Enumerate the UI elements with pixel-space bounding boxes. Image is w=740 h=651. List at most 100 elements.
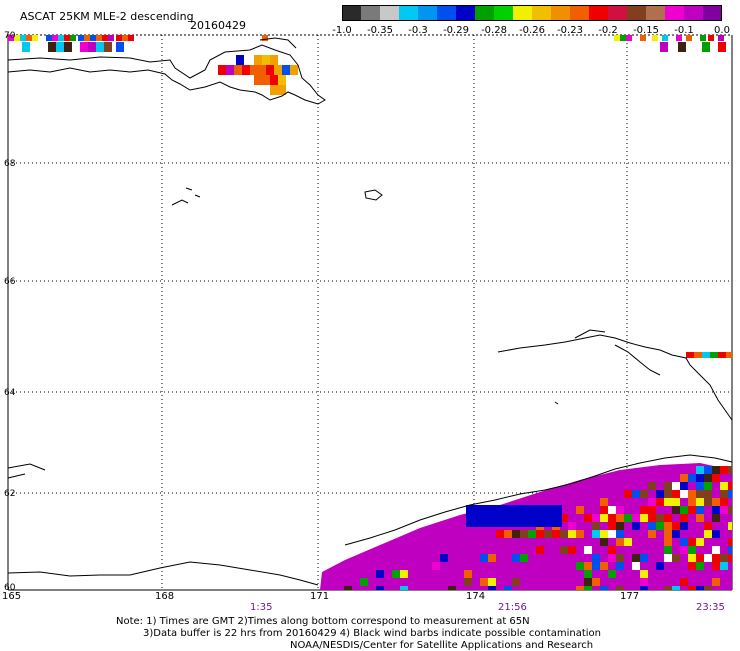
swath-cell xyxy=(704,466,712,474)
swath-cell xyxy=(672,554,680,562)
footer-note-2: 3)Data buffer is 22 hrs from 20160429 4)… xyxy=(143,628,601,639)
swath-cell xyxy=(672,482,680,490)
swath-cell xyxy=(712,466,720,474)
swath-cell xyxy=(712,514,720,522)
swath-cell xyxy=(704,506,712,514)
swath-cell xyxy=(656,538,664,546)
swath-cell xyxy=(648,514,656,522)
swath-cell xyxy=(592,530,600,538)
colorbar-cell xyxy=(380,5,399,21)
swath-cell xyxy=(680,506,688,514)
swath-cell xyxy=(656,490,664,498)
swath-cell xyxy=(608,522,616,530)
lat-label-68: 68 xyxy=(4,159,16,169)
swath-cell xyxy=(624,514,632,522)
swath-cell xyxy=(704,586,712,590)
swath-cell xyxy=(720,506,728,514)
swath-cell xyxy=(512,554,520,562)
swath-top-right xyxy=(614,35,726,52)
swath-cell xyxy=(728,490,732,498)
swath-cell xyxy=(376,570,384,578)
swath-cell xyxy=(568,546,576,554)
swath-cell xyxy=(648,482,656,490)
swath-cell xyxy=(664,586,672,590)
swath-cell xyxy=(672,586,680,590)
swath-cell xyxy=(360,578,368,586)
colorbar-tick-label: -0.26 xyxy=(519,25,545,36)
swath-cell xyxy=(656,514,664,522)
swath-cell xyxy=(688,562,696,570)
swath-cell xyxy=(720,498,728,506)
swath-cell xyxy=(696,498,704,506)
swath-cell xyxy=(648,522,656,530)
swath-cell xyxy=(672,474,680,482)
colorbar-cell xyxy=(361,5,380,21)
swath-cell xyxy=(680,514,688,522)
swath-cell xyxy=(520,530,528,538)
colorbar-cell xyxy=(627,5,646,21)
swath-cell xyxy=(584,578,592,586)
swath-cell xyxy=(592,562,600,570)
swath-cell xyxy=(576,586,584,590)
swath-cell xyxy=(608,498,616,506)
swath-cell xyxy=(632,490,640,498)
swath-cell xyxy=(720,554,728,562)
swath-main-mosaic xyxy=(344,466,732,590)
product-date: 20160429 xyxy=(190,19,246,32)
swath-cell xyxy=(712,554,720,562)
colorbar-cell xyxy=(475,5,494,21)
swath-cell xyxy=(696,586,704,590)
swath-cell xyxy=(720,482,728,490)
lat-label-62: 62 xyxy=(4,489,15,499)
swath-cell xyxy=(528,530,536,538)
swath-cell xyxy=(696,562,704,570)
swath-cell xyxy=(656,506,664,514)
colorbar-tick-label: -0.28 xyxy=(481,25,507,36)
swath-cell xyxy=(576,506,584,514)
swath-cell xyxy=(488,554,496,562)
swath-cell xyxy=(600,498,608,506)
swath-cell xyxy=(632,522,640,530)
swath-cell xyxy=(712,578,720,586)
colorbar-tick-label: -1.0 xyxy=(332,25,352,36)
swath-cell xyxy=(560,530,568,538)
swath-cell xyxy=(656,498,664,506)
swath-cell xyxy=(672,490,680,498)
swath-cell xyxy=(600,538,608,546)
lat-label-66: 66 xyxy=(4,277,16,287)
swath-cell xyxy=(728,538,732,546)
swath-cell xyxy=(480,554,488,562)
swath-cell xyxy=(632,554,640,562)
swath-cell xyxy=(640,586,648,590)
swath-cell xyxy=(648,530,656,538)
swath-cell xyxy=(616,538,624,546)
swath-cell xyxy=(704,498,712,506)
swath-cell xyxy=(504,530,512,538)
swath-cell xyxy=(664,554,672,562)
swath-cell xyxy=(608,570,616,578)
swath-cell xyxy=(680,490,688,498)
swath-cell xyxy=(608,554,616,562)
swath-cell xyxy=(712,546,720,554)
swath-cell xyxy=(696,490,704,498)
colorbar-tick-label: -0.2 xyxy=(598,25,618,36)
swath-cell xyxy=(616,522,624,530)
colorbar-tick-label: -0.3 xyxy=(408,25,428,36)
colorbar-cell xyxy=(342,5,361,21)
swath-top-left xyxy=(8,35,268,52)
swath-cell xyxy=(672,530,680,538)
swath-cell xyxy=(704,554,712,562)
swath-cell xyxy=(538,505,546,527)
swath-cell xyxy=(624,538,632,546)
colorbar-cell xyxy=(399,5,418,21)
swath-cell xyxy=(530,505,538,527)
swath-cell xyxy=(504,586,512,590)
swath-cell xyxy=(680,538,688,546)
swath-cell xyxy=(488,578,496,586)
swath-cell xyxy=(490,505,498,527)
swath-cell xyxy=(584,546,592,554)
colorbar-cell xyxy=(703,5,722,21)
swath-cell xyxy=(704,474,712,482)
swath-cell xyxy=(664,546,672,554)
swath-cell xyxy=(664,490,672,498)
